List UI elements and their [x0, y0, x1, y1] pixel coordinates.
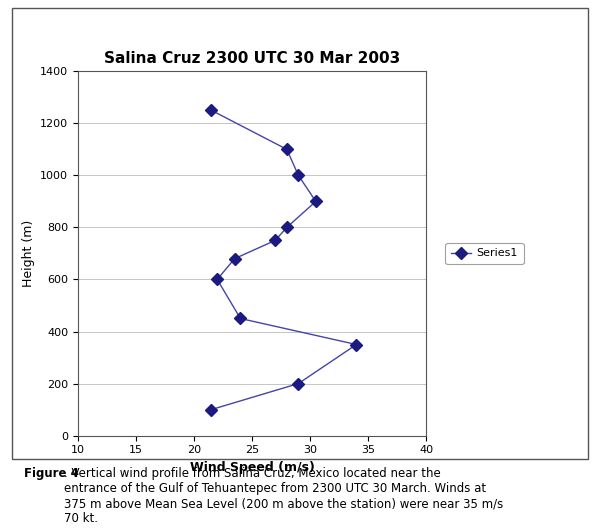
Line: Series1: Series1 [207, 106, 361, 414]
Y-axis label: Height (m): Height (m) [22, 220, 35, 287]
Series1 [208, 107, 215, 114]
Series1 [295, 380, 302, 386]
Series1 [353, 342, 360, 348]
Series1 [272, 237, 279, 243]
Legend: Series1: Series1 [445, 243, 524, 264]
Text: Figure 4: Figure 4 [24, 467, 79, 480]
Series1 [214, 276, 221, 282]
Series1 [295, 172, 302, 178]
Series1 [237, 315, 244, 322]
Text: . Vertical wind profile from Salina Cruz, Mexico located near the
entrance of th: . Vertical wind profile from Salina Cruz… [64, 467, 503, 525]
Series1 [312, 198, 319, 204]
Title: Salina Cruz 2300 UTC 30 Mar 2003: Salina Cruz 2300 UTC 30 Mar 2003 [104, 51, 400, 66]
X-axis label: Wind Speed (m/s): Wind Speed (m/s) [190, 461, 314, 474]
Series1 [283, 146, 290, 153]
Series1 [231, 256, 238, 262]
Series1 [208, 407, 215, 413]
Series1 [283, 224, 290, 231]
